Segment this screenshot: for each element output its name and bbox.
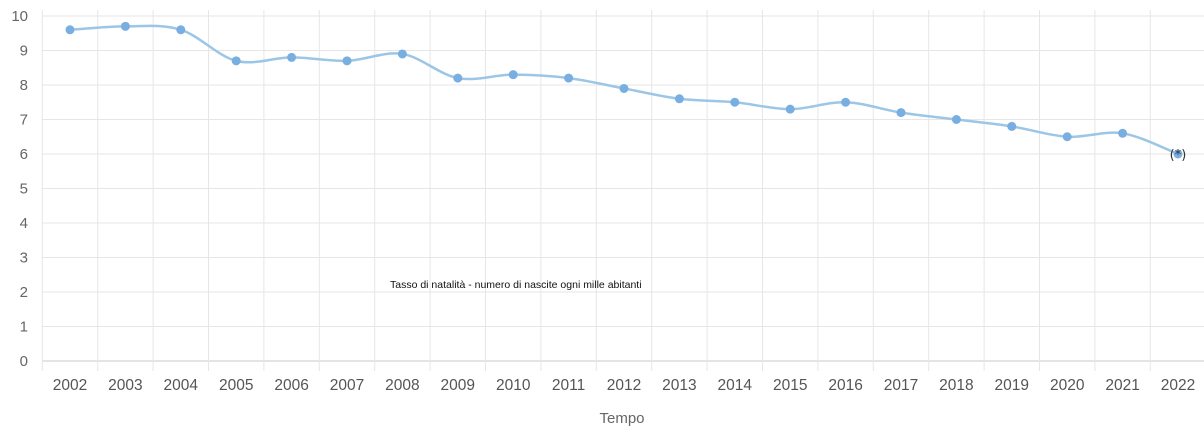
x-tick-label: 2006 [274,377,308,394]
data-point [564,73,574,83]
data-point [508,70,518,80]
x-tick-label: 2011 [552,377,585,394]
y-axis: 0 1 2 3 4 5 6 7 8 9 10 [11,8,28,370]
data-point [730,97,740,107]
data-point [1062,132,1072,142]
data-point [120,21,130,31]
x-axis: 2002 2003 2004 2005 2006 2007 2008 2009 2010 2011… [53,377,1195,394]
y-tick-label: 8 [20,77,28,94]
x-tick-label: 2003 [108,377,142,394]
x-tick-label: 2004 [164,377,199,394]
y-tick-label: 10 [11,8,28,25]
x-tick-label: 2007 [330,377,364,394]
y-tick-label: 4 [20,215,28,232]
data-point [1118,128,1128,138]
x-tick-label: 2018 [939,377,973,394]
x-tick-label: 2015 [773,377,807,394]
data-point [674,94,684,104]
data-point [896,108,906,118]
x-tick-label: 2019 [995,377,1029,394]
data-point [453,73,463,83]
x-tick-label: 2017 [884,377,918,394]
y-tick-label: 6 [20,146,28,163]
x-tick-label: 2021 [1105,377,1139,394]
x-axis-label: Tempo [599,410,644,427]
data-point [397,49,407,59]
grid-layer [41,10,1204,371]
data-point [785,104,795,114]
y-tick-label: 9 [20,43,28,60]
data-point [951,115,961,124]
x-tick-label: 2012 [607,377,641,394]
x-tick-label: 2014 [718,377,753,394]
data-point [287,52,297,62]
x-tick-label: 2009 [441,377,475,394]
x-tick-label: 2010 [496,377,531,394]
x-tick-label: 2005 [219,377,253,394]
data-point [841,97,851,107]
x-tick-label: 2002 [53,377,87,394]
y-tick-label: 5 [20,181,28,198]
data-point [65,25,75,35]
data-point [176,25,186,35]
y-tick-label: 3 [20,250,28,267]
x-tick-label: 2016 [828,377,862,394]
data-point [1173,149,1183,159]
x-tick-label: 2008 [385,377,419,394]
data-point [231,56,241,66]
x-tick-label: 2020 [1050,377,1085,394]
chart-annotation: Tasso di natalità - numero di nascite og… [390,279,642,291]
x-tick-label: 2013 [662,377,696,394]
data-point [342,56,352,66]
y-tick-label: 7 [20,112,28,129]
data-point [1007,121,1017,131]
y-tick-label: 1 [20,319,28,336]
y-tick-label: 2 [20,284,28,301]
data-point [619,83,629,93]
x-tick-label: 2022 [1161,377,1195,394]
provisional-marker: (*) [1170,148,1187,163]
y-tick-label: 0 [20,353,28,370]
series-layer: (*) [65,21,1187,163]
